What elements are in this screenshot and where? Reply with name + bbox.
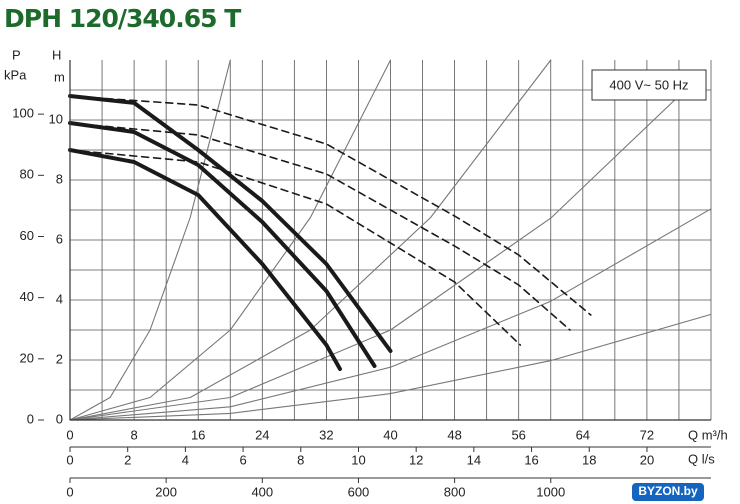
x3-tick-label: 600 bbox=[348, 484, 370, 499]
x-tick-label: 48 bbox=[447, 427, 461, 442]
y-tick-label: 8 bbox=[56, 171, 63, 186]
y-tick-label: 0 bbox=[56, 411, 63, 426]
x2-tick-label: 16 bbox=[524, 452, 538, 467]
x3-tick-label: 400 bbox=[251, 484, 273, 499]
curve bbox=[68, 121, 377, 368]
x-tick-label: 24 bbox=[255, 427, 269, 442]
curve bbox=[69, 208, 712, 421]
x2-label: Q l/s bbox=[688, 451, 715, 466]
x2-tick-label: 2 bbox=[124, 452, 131, 467]
curve bbox=[68, 148, 342, 371]
x-tick-label: 0 bbox=[66, 427, 73, 442]
x2-tick-label: 6 bbox=[239, 452, 246, 467]
annotation: 400 V~ 50 Hz bbox=[609, 77, 688, 92]
annotation-box bbox=[591, 69, 707, 101]
y-tick-label: 4 bbox=[56, 291, 63, 306]
x-label: Q m³/h bbox=[688, 427, 728, 442]
y-label: H bbox=[52, 47, 61, 62]
x3-tick-label: 200 bbox=[155, 484, 177, 499]
y2-tick-label: 40 bbox=[20, 289, 34, 304]
curve bbox=[69, 122, 571, 331]
x-tick-label: 8 bbox=[130, 427, 137, 442]
x3-tick-label: 800 bbox=[444, 484, 466, 499]
x2-tick-label: 8 bbox=[297, 452, 304, 467]
x-tick-label: 32 bbox=[319, 427, 333, 442]
y-tick-label: 2 bbox=[56, 351, 63, 366]
x2-tick-label: 10 bbox=[351, 452, 365, 467]
x-tick-label: 56 bbox=[511, 427, 525, 442]
x2-tick-label: 18 bbox=[582, 452, 596, 467]
curve bbox=[69, 59, 231, 421]
watermark: BYZON.by bbox=[638, 484, 698, 498]
y2-tick-label: 20 bbox=[20, 350, 34, 365]
x2-tick-label: 12 bbox=[409, 452, 423, 467]
y-unit: m bbox=[54, 69, 65, 84]
x2-tick-label: 4 bbox=[182, 452, 189, 467]
x3-tick-label: 0 bbox=[66, 484, 73, 499]
curve bbox=[69, 313, 712, 421]
y2-label: P bbox=[12, 47, 21, 62]
curve bbox=[68, 94, 393, 353]
y-tick-label: 10 bbox=[49, 111, 63, 126]
y2-tick-label: 100 bbox=[12, 106, 34, 121]
curve bbox=[69, 59, 552, 421]
x-tick-label: 16 bbox=[191, 427, 205, 442]
curve bbox=[69, 95, 680, 421]
curve bbox=[69, 95, 592, 316]
x2-tick-label: 14 bbox=[467, 452, 481, 467]
y2-tick-label: 80 bbox=[20, 167, 34, 182]
x-tick-label: 72 bbox=[640, 427, 654, 442]
y2-unit: kPa bbox=[4, 67, 27, 82]
x2-tick-label: 0 bbox=[66, 452, 73, 467]
x2-tick-label: 20 bbox=[640, 452, 654, 467]
chart-title: DPH 120/340.65 T bbox=[4, 4, 241, 33]
curve bbox=[69, 149, 522, 346]
curve bbox=[69, 59, 392, 421]
y-tick-label: 6 bbox=[56, 231, 63, 246]
x3-tick-label: 1000 bbox=[536, 484, 565, 499]
y2-tick-label: 0 bbox=[27, 411, 34, 426]
y2-tick-label: 60 bbox=[20, 228, 34, 243]
watermark-box bbox=[632, 483, 704, 501]
x-tick-label: 64 bbox=[576, 427, 590, 442]
x-tick-label: 40 bbox=[383, 427, 397, 442]
